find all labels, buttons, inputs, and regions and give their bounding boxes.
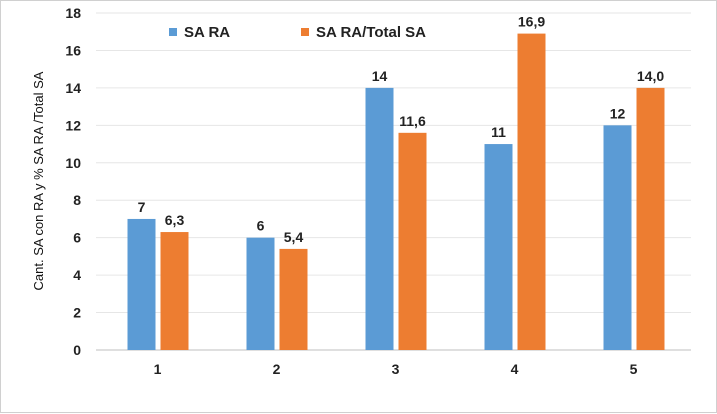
bar-sa-ra-4 [484,144,513,350]
data-label: 6 [257,218,265,234]
legend: SA RA SA RA/Total SA [169,24,426,41]
data-label: 14 [372,68,388,84]
y-tick-label: 2 [73,305,81,321]
bar-sa-ra-total-1 [160,232,189,350]
y-tick-label: 12 [65,117,81,133]
x-tick-label: 2 [273,361,281,377]
legend-swatch [301,28,309,36]
bar-sa-ra-total-2 [279,248,308,350]
x-tick-label: 5 [630,361,638,377]
bar-sa-ra-total-5 [636,87,665,350]
x-tick-label: 3 [392,361,400,377]
x-tick-label: 1 [154,361,162,377]
data-label: 11 [491,124,506,140]
x-tick-label: 4 [511,361,519,377]
y-tick-label: 14 [65,80,81,96]
data-label: 7 [138,199,146,215]
bar-sa-ra-total-3 [398,132,427,350]
data-label: 5,4 [284,229,304,245]
data-label: 11,6 [399,113,426,129]
legend-label: SA RA [184,24,230,41]
y-axis-label: Cant. SA con RA y % SA RA /Total SA [31,71,46,290]
bar-sa-ra-2 [246,237,275,350]
bar-sa-ra-1 [127,218,156,350]
y-tick-label: 16 [65,42,81,58]
y-tick-label: 4 [73,267,81,283]
y-tick-label: 0 [73,342,81,358]
legend-label: SA RA/Total SA [316,24,426,41]
legend-swatch [169,28,177,36]
bar-sa-ra-3 [365,87,394,350]
y-tick-label: 10 [65,155,81,171]
data-label: 16,9 [518,14,545,30]
y-tick-label: 6 [73,230,81,246]
data-label: 14,0 [637,68,664,84]
y-tick-label: 18 [65,5,81,21]
data-label: 12 [610,105,626,121]
bar-sa-ra-5 [603,125,632,350]
data-label: 6,3 [165,212,185,228]
bar-sa-ra-total-4 [517,33,546,350]
y-tick-label: 8 [73,192,81,208]
